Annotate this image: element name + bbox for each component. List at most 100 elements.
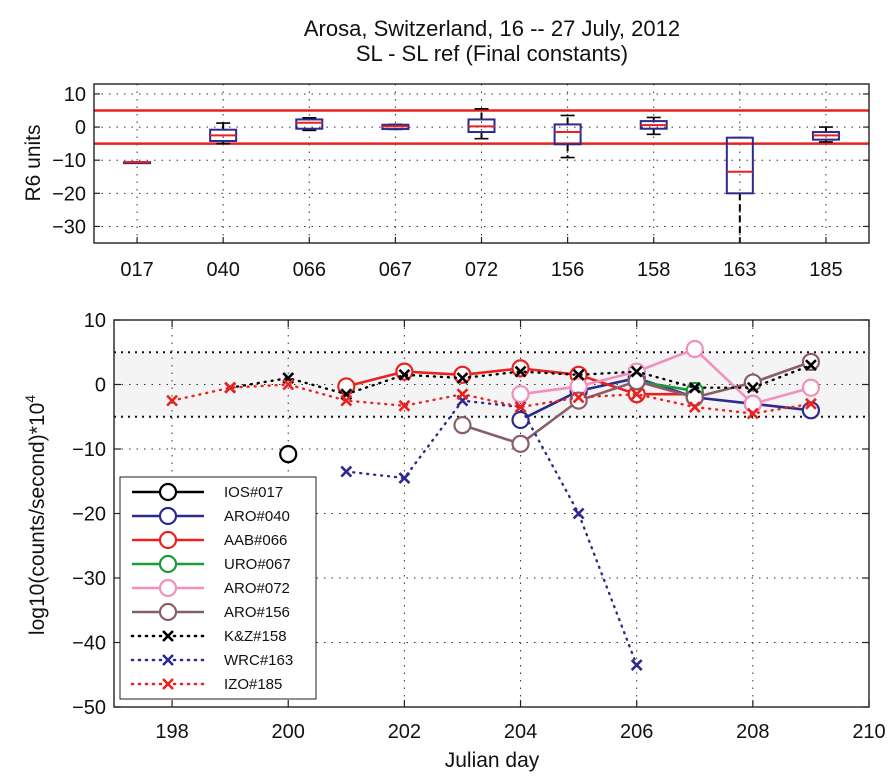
- legend-label: ARO#072: [224, 580, 290, 597]
- marker-stroke: [572, 391, 585, 404]
- bottom-x-tick-label: 206: [620, 721, 653, 743]
- box-163: [725, 136, 754, 243]
- data-point: [224, 381, 237, 394]
- marker-stroke: [688, 401, 701, 413]
- bottom-panel-y-ticks: −50 −40 −30 −20 −10 0 10: [72, 310, 869, 719]
- box-040: [209, 122, 238, 145]
- bottom-x-tick-label: 200: [272, 721, 305, 743]
- marker-stroke: [162, 678, 174, 690]
- marker-stroke: [166, 394, 178, 407]
- marker-stroke: [630, 659, 643, 671]
- data-point: [453, 365, 472, 384]
- legend-entry: ARO#072: [132, 578, 290, 598]
- data-point: [453, 416, 472, 435]
- legend-label: URO#067: [224, 556, 291, 573]
- top-x-tick-label: 040: [206, 259, 239, 281]
- data-point: [456, 388, 469, 401]
- marker-stroke: [514, 401, 527, 413]
- data-point: [630, 659, 643, 671]
- marker-stroke: [630, 388, 643, 401]
- bottom-y-tick-label: 0: [95, 375, 106, 397]
- series-IOS#017: [279, 445, 298, 464]
- legend-label: ARO#040: [224, 508, 290, 525]
- bottom-y-tick-label: −20: [72, 504, 106, 526]
- data-point: [746, 407, 759, 420]
- legend-entry: IZO#185: [130, 676, 282, 693]
- top-x-tick-label: 158: [637, 259, 670, 281]
- box-156: [553, 114, 582, 159]
- marker-stroke: [456, 388, 469, 401]
- bottom-y-tick-label: −40: [72, 633, 106, 655]
- marker-stroke: [224, 381, 237, 394]
- data-point: [398, 399, 411, 412]
- legend-entry: K&Z#158: [130, 628, 287, 645]
- box-body: [295, 118, 324, 130]
- top-y-tick-label: −10: [52, 150, 86, 172]
- data-point: [511, 410, 530, 430]
- data-point: [572, 507, 585, 520]
- marker-stroke: [340, 465, 353, 478]
- data-point: [514, 401, 527, 413]
- data-point: [511, 385, 530, 404]
- top-x-tick-label: 067: [379, 259, 412, 281]
- bottom-panel-x-ticks: 198 200 202 204 206 208 210: [155, 320, 886, 743]
- box-body: [553, 123, 582, 146]
- top-x-tick-label: 185: [809, 259, 842, 281]
- data-point: [572, 368, 585, 381]
- bottom-x-axis-label: Julian day: [445, 749, 540, 772]
- legend-entry: ARO#040: [132, 506, 290, 526]
- data-point: [572, 391, 585, 404]
- top-x-tick-label: 066: [293, 259, 326, 281]
- marker-stroke: [162, 654, 174, 666]
- bottom-x-tick-label: 198: [155, 721, 188, 743]
- top-y-tick-label: 10: [64, 84, 86, 106]
- bottom-x-tick-label: 210: [852, 721, 885, 743]
- legend-marker: [158, 482, 178, 502]
- bottom-y-tick-label: −10: [72, 439, 106, 461]
- data-point: [630, 388, 643, 401]
- legend-marker: [162, 630, 174, 642]
- marker-stroke: [805, 397, 817, 410]
- data-point: [746, 381, 759, 394]
- top-panel-boxes: [123, 108, 840, 243]
- bottom-panel-series: [166, 339, 821, 671]
- top-x-tick-label: 072: [465, 259, 498, 281]
- top-y-axis-label: R6 units: [22, 124, 45, 201]
- top-x-tick-label: 017: [120, 259, 153, 281]
- marker-stroke: [630, 365, 643, 378]
- legend-label: IOS#017: [224, 484, 283, 501]
- top-x-tick-label: 156: [551, 259, 584, 281]
- data-point: [688, 401, 701, 413]
- marker-stroke: [746, 381, 759, 394]
- data-point: [805, 397, 817, 410]
- data-point: [805, 359, 817, 372]
- bottom-x-tick-label: 204: [504, 721, 537, 743]
- bottom-y-axis-label-superscript: 4: [22, 395, 38, 403]
- box-body: [725, 136, 754, 195]
- series-line: [520, 347, 812, 406]
- legend-marker: [158, 554, 178, 574]
- legend-entry: AAB#066: [132, 530, 287, 550]
- chart-title: Arosa, Switzerland, 16 -- 27 July, 2012: [304, 16, 680, 41]
- series-WRC#163: [340, 394, 643, 671]
- legend: IOS#017 ARO#040 AAB#066 URO#067 ARO#072 ARO#1…: [119, 476, 317, 700]
- data-point: [743, 373, 762, 392]
- legend-entry: ARO#156: [132, 602, 290, 622]
- data-point: [398, 472, 411, 484]
- data-point: [279, 445, 298, 464]
- series-line: [228, 363, 813, 396]
- legend-entry: WRC#163: [130, 652, 293, 669]
- marker-stroke: [398, 472, 411, 484]
- bottom-y-tick-label: −50: [72, 697, 106, 719]
- top-y-tick-label: −20: [52, 183, 86, 205]
- legend-label: ARO#156: [224, 604, 290, 621]
- bottom-y-axis-label: log10(counts/second)*104: [22, 395, 49, 635]
- marker-stroke: [805, 359, 817, 372]
- legend-marker: [162, 678, 174, 690]
- marker-stroke: [746, 407, 759, 420]
- bottom-y-axis-label-main: log10(counts/second)*10: [26, 403, 49, 635]
- marker-stroke: [340, 394, 353, 407]
- legend-label: K&Z#158: [224, 628, 287, 645]
- data-point: [685, 339, 704, 359]
